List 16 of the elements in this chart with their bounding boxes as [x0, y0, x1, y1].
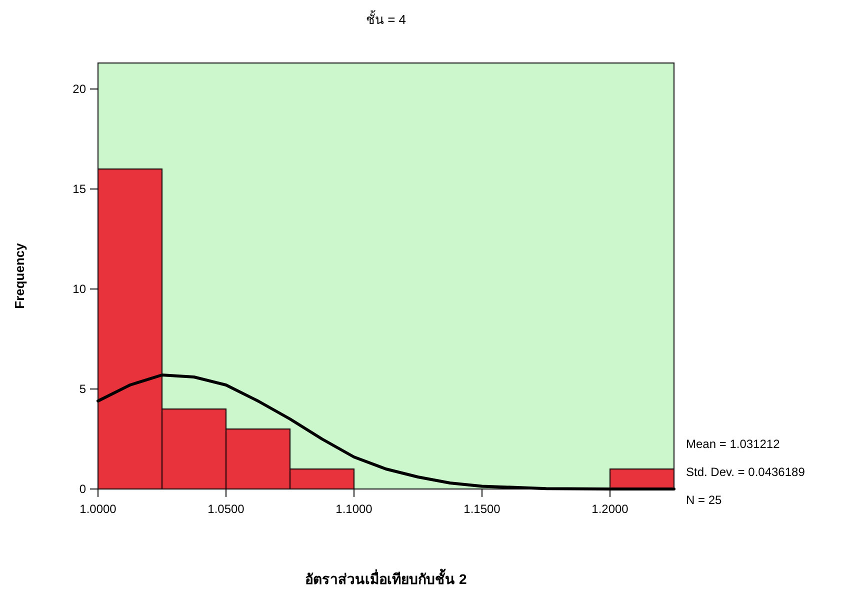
x-tick-label: 1.1000	[336, 502, 373, 516]
x-tick-label: 1.0500	[208, 502, 245, 516]
y-axis-title: Frequency	[12, 242, 27, 309]
text: Std. Dev. = 0.0436189	[686, 465, 806, 479]
text: N = 25	[686, 493, 722, 507]
y-tick-label: 15	[72, 182, 86, 196]
y-tick-label: 20	[72, 82, 86, 96]
text: Mean = 1.031212	[686, 437, 780, 451]
y-tick-label: 10	[72, 282, 86, 296]
chart-title: ชั้น = 4	[366, 10, 406, 27]
y-tick-label: 0	[79, 482, 86, 496]
x-tick-label: 1.1500	[464, 502, 501, 516]
x-tick-label: 1.2000	[592, 502, 629, 516]
x-axis-title: อัตราส่วนเมื่อเทียบกับชั้น 2	[305, 568, 468, 587]
y-tick-label: 5	[79, 382, 86, 396]
x-tick-label: 1.0000	[80, 502, 117, 516]
